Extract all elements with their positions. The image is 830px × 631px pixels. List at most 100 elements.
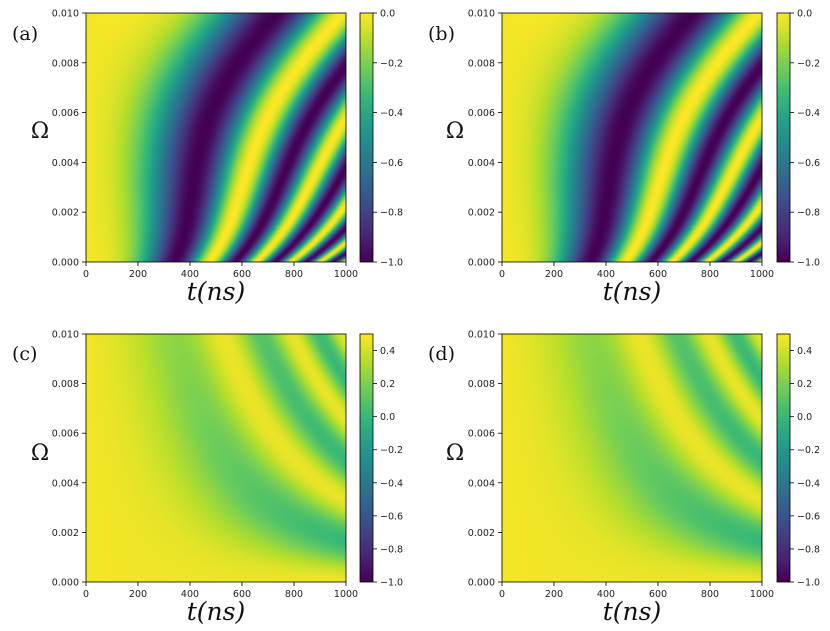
x-tick-label: 1000 <box>750 269 774 280</box>
y-tick-label: 0.006 <box>468 429 495 440</box>
y-tick-label: 0.006 <box>52 108 79 119</box>
colorbar-tick-label: −0.6 <box>797 158 820 169</box>
colorbar-tick-label: 0.0 <box>797 9 812 20</box>
colorbar-tick-label: −0.2 <box>380 58 403 69</box>
colorbar-tick-label: −0.8 <box>797 208 820 219</box>
y-tick-label: 0.000 <box>468 578 495 589</box>
colorbar-tick-label: 0.4 <box>380 346 395 357</box>
heatmap-image-b <box>502 13 762 262</box>
x-tick-label: 0 <box>499 589 505 600</box>
colorbar-tick-label: −0.2 <box>797 58 820 69</box>
y-tick-label: 0.004 <box>52 478 79 489</box>
x-axis-label: t(ns) <box>603 277 661 306</box>
x-tick-label: 600 <box>649 589 667 600</box>
y-tick-label: 0.008 <box>468 58 495 69</box>
plot-frame-b <box>501 12 763 263</box>
colorbar-tick-label: 0.0 <box>380 412 395 423</box>
colorbar-tick-label: −0.4 <box>380 108 403 119</box>
heatmap-image-d <box>502 334 762 582</box>
x-tick-label: 1000 <box>334 589 358 600</box>
heatmap-image-a <box>86 13 346 262</box>
x-tick-label: 400 <box>597 589 615 600</box>
plot-frame-c <box>85 333 347 583</box>
x-tick-label: 400 <box>597 269 615 280</box>
colorbar-tick-label: 0.2 <box>797 379 812 390</box>
panel-label-c: (c) <box>12 343 37 365</box>
colorbar-tick-label: −0.2 <box>797 445 820 456</box>
y-tick-label: 0.008 <box>52 58 79 69</box>
plot-frame-a <box>85 12 347 263</box>
plot-frame-d <box>501 333 763 583</box>
colorbar-tick-label: −0.4 <box>797 108 820 119</box>
y-tick-label: 0.002 <box>52 528 79 539</box>
colorbar-b <box>776 12 791 263</box>
y-tick-label: 0.002 <box>52 208 79 219</box>
panel-label-b: (b) <box>428 23 455 45</box>
colorbar-tick-label: 0.0 <box>797 412 812 423</box>
y-tick-label: 0.000 <box>52 578 79 589</box>
x-tick-label: 0 <box>83 269 89 280</box>
x-tick-label: 400 <box>181 589 199 600</box>
colorbar-tick-label: −0.8 <box>380 208 403 219</box>
x-tick-label: 0 <box>83 589 89 600</box>
panel-label-d: (d) <box>428 343 455 365</box>
y-tick-label: 0.006 <box>468 108 495 119</box>
y-tick-label: 0.006 <box>52 429 79 440</box>
x-tick-label: 800 <box>285 269 303 280</box>
y-tick-label: 0.004 <box>468 158 495 169</box>
x-axis-label: t(ns) <box>603 597 661 626</box>
x-tick-label: 800 <box>701 269 719 280</box>
x-tick-label: 400 <box>181 269 199 280</box>
y-axis-label: Ω <box>446 441 464 466</box>
x-axis-label: t(ns) <box>187 277 245 306</box>
x-axis-label: t(ns) <box>187 597 245 626</box>
x-tick-label: 600 <box>649 269 667 280</box>
colorbar-tick-label: −0.2 <box>380 445 403 456</box>
y-tick-label: 0.010 <box>468 330 495 341</box>
x-tick-label: 0 <box>499 269 505 280</box>
colorbar-tick-label: −0.4 <box>380 478 403 489</box>
colorbar-tick-label: 0.0 <box>380 9 395 20</box>
y-axis-label: Ω <box>31 119 49 144</box>
x-tick-label: 200 <box>545 269 563 280</box>
x-tick-label: 200 <box>545 589 563 600</box>
colorbar-tick-label: −0.6 <box>797 511 820 522</box>
colorbar-tick-label: −1.0 <box>797 258 820 269</box>
colorbar-c <box>359 333 374 583</box>
colorbar-tick-label: −0.6 <box>380 511 403 522</box>
y-tick-label: 0.004 <box>52 158 79 169</box>
colorbar-tick-label: −0.4 <box>797 478 820 489</box>
colorbar-tick-label: −0.8 <box>797 544 820 555</box>
colorbar-tick-label: −1.0 <box>380 258 403 269</box>
y-tick-label: 0.002 <box>468 528 495 539</box>
heatmap-image-c <box>86 334 346 582</box>
x-tick-label: 800 <box>285 589 303 600</box>
x-tick-label: 200 <box>129 589 147 600</box>
x-tick-label: 600 <box>233 269 251 280</box>
y-tick-label: 0.010 <box>468 9 495 20</box>
colorbar-d <box>776 333 791 583</box>
panel-label-a: (a) <box>12 23 38 45</box>
y-tick-label: 0.010 <box>52 330 79 341</box>
y-axis-label: Ω <box>446 119 464 144</box>
x-tick-label: 800 <box>701 589 719 600</box>
x-tick-label: 600 <box>233 589 251 600</box>
colorbar-tick-label: 0.4 <box>797 346 812 357</box>
y-tick-label: 0.000 <box>52 258 79 269</box>
y-tick-label: 0.002 <box>468 208 495 219</box>
colorbar-tick-label: −0.8 <box>380 544 403 555</box>
colorbar-tick-label: −1.0 <box>380 578 403 589</box>
x-tick-label: 1000 <box>334 269 358 280</box>
colorbar-tick-label: −0.6 <box>380 158 403 169</box>
y-tick-label: 0.000 <box>468 258 495 269</box>
colorbar-tick-label: −1.0 <box>797 578 820 589</box>
y-tick-label: 0.010 <box>52 9 79 20</box>
y-tick-label: 0.004 <box>468 478 495 489</box>
colorbar-a <box>359 12 374 263</box>
colorbar-tick-label: 0.2 <box>380 379 395 390</box>
y-tick-label: 0.008 <box>52 379 79 390</box>
y-tick-label: 0.008 <box>468 379 495 390</box>
y-axis-label: Ω <box>31 441 49 466</box>
x-tick-label: 1000 <box>750 589 774 600</box>
